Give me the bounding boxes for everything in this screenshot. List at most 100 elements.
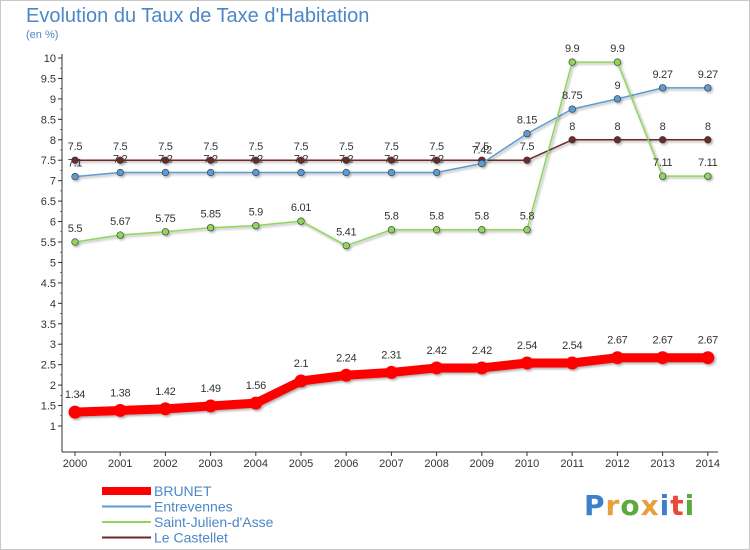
data-point [704, 84, 712, 92]
data-point [384, 365, 398, 379]
data-label: 9.9 [565, 43, 580, 55]
data-point [658, 136, 667, 144]
data-label: 5.9 [249, 207, 264, 219]
data-label: 2.42 [426, 345, 446, 357]
y-tick-label: 3.5 [41, 319, 56, 331]
data-point [297, 156, 305, 164]
data-point [613, 58, 622, 66]
data-point [704, 172, 712, 180]
data-point [433, 226, 441, 234]
x-tick-label: 2006 [334, 458, 358, 470]
axes: 1 1.5 2 2.5 3 3.5 4 4.5 5 5.5 6 6.5 7 7.5 8 8.5 9 9.5 10 20… [41, 53, 720, 470]
data-point [568, 58, 576, 66]
data-point [658, 84, 667, 92]
data-label: 7.2 [203, 153, 218, 165]
data-point [207, 224, 215, 232]
data-label: 7.5 [68, 141, 83, 153]
data-label: 7.5 [158, 141, 173, 153]
data-point [568, 105, 576, 113]
y-tick-label: 6.5 [41, 196, 56, 208]
data-label: 7.2 [339, 153, 354, 165]
chart-title: Evolution du Taux de Taxe d'Habitation [26, 5, 370, 27]
data-label: 5.85 [200, 209, 220, 221]
y-tick-label: 10 [44, 53, 56, 65]
data-label: 8.15 [517, 115, 537, 127]
data-label: 5.8 [384, 211, 399, 223]
data-label: 8 [614, 121, 620, 133]
series-layer [68, 58, 715, 419]
data-label: 5.41 [336, 227, 356, 239]
data-label: 2.67 [698, 335, 718, 347]
y-tick-label: 4.5 [41, 278, 56, 290]
y-tick-label: 4 [50, 298, 56, 310]
x-tick-label: 2007 [379, 458, 403, 470]
data-point [433, 156, 441, 164]
data-point [342, 168, 350, 177]
data-label: 8 [660, 121, 666, 133]
data-point [523, 130, 531, 138]
data-label: 1.38 [110, 387, 130, 399]
proxiti-logo: Proxiti [584, 489, 695, 522]
data-label: 9.27 [698, 69, 718, 81]
data-point [161, 156, 169, 164]
data-label: 2.42 [472, 345, 492, 357]
logo-letter: P [584, 489, 606, 522]
data-label: 2.67 [607, 335, 627, 347]
y-tick-label: 5 [50, 257, 56, 269]
data-point [520, 356, 534, 370]
data-point [701, 351, 715, 365]
data-point [387, 168, 396, 177]
y-tick-label: 9 [50, 94, 56, 106]
y-tick-label: 1.5 [41, 401, 56, 413]
data-label: 5.8 [475, 211, 490, 223]
data-point [613, 136, 622, 144]
y-tick-label: 3 [50, 339, 56, 351]
data-point [433, 168, 441, 177]
legend-label: Entrevennes [154, 499, 233, 515]
legend-label: BRUNET [154, 483, 212, 499]
data-point [161, 168, 169, 177]
x-tick-label: 2013 [650, 458, 674, 470]
x-tick-label: 2010 [515, 458, 539, 470]
data-label: 7.5 [384, 141, 399, 153]
data-label: 9 [614, 80, 620, 92]
data-point [342, 242, 350, 250]
data-point [342, 156, 350, 164]
series-entrevennes [71, 84, 712, 181]
data-label: 2.54 [562, 340, 582, 352]
x-tick-label: 2011 [560, 458, 584, 470]
y-tick-label: 8 [50, 135, 56, 147]
data-labels-layer: 7.5 7.5 7.5 7.5 7.5 7.5 7.5 7.5 7.5 7.5 7.5 8 8 8 8 7.1… [65, 43, 718, 401]
data-label: 5.67 [110, 216, 130, 228]
data-label: 7.5 [113, 141, 128, 153]
data-point [297, 217, 305, 225]
data-label: 5.75 [155, 213, 175, 225]
data-label: 7.5 [475, 141, 490, 153]
data-point [207, 168, 215, 177]
x-tick-label: 2009 [470, 458, 494, 470]
data-label: 7.5 [294, 141, 309, 153]
logo-letter: i [659, 489, 671, 522]
legend-label: Saint-Julien-d'Asse [154, 514, 274, 530]
data-point [116, 156, 124, 164]
data-label: 7.11 [698, 157, 718, 169]
x-tick-label: 2004 [244, 458, 268, 470]
data-label: 1.49 [200, 383, 220, 395]
data-point [116, 231, 124, 239]
data-point [297, 168, 305, 177]
data-label: 7.5 [429, 141, 444, 153]
x-tick-label: 2012 [605, 458, 629, 470]
data-point [523, 226, 531, 234]
y-tick-label: 9.5 [41, 73, 56, 85]
data-point [294, 374, 308, 388]
data-label: 8 [569, 121, 575, 133]
y-tick-label: 2 [50, 380, 56, 392]
logo-letter: r [605, 489, 621, 522]
data-point [68, 405, 82, 419]
data-label: 7.2 [384, 153, 399, 165]
data-point [161, 228, 169, 236]
data-label: 7.2 [249, 153, 264, 165]
data-point [113, 403, 127, 417]
